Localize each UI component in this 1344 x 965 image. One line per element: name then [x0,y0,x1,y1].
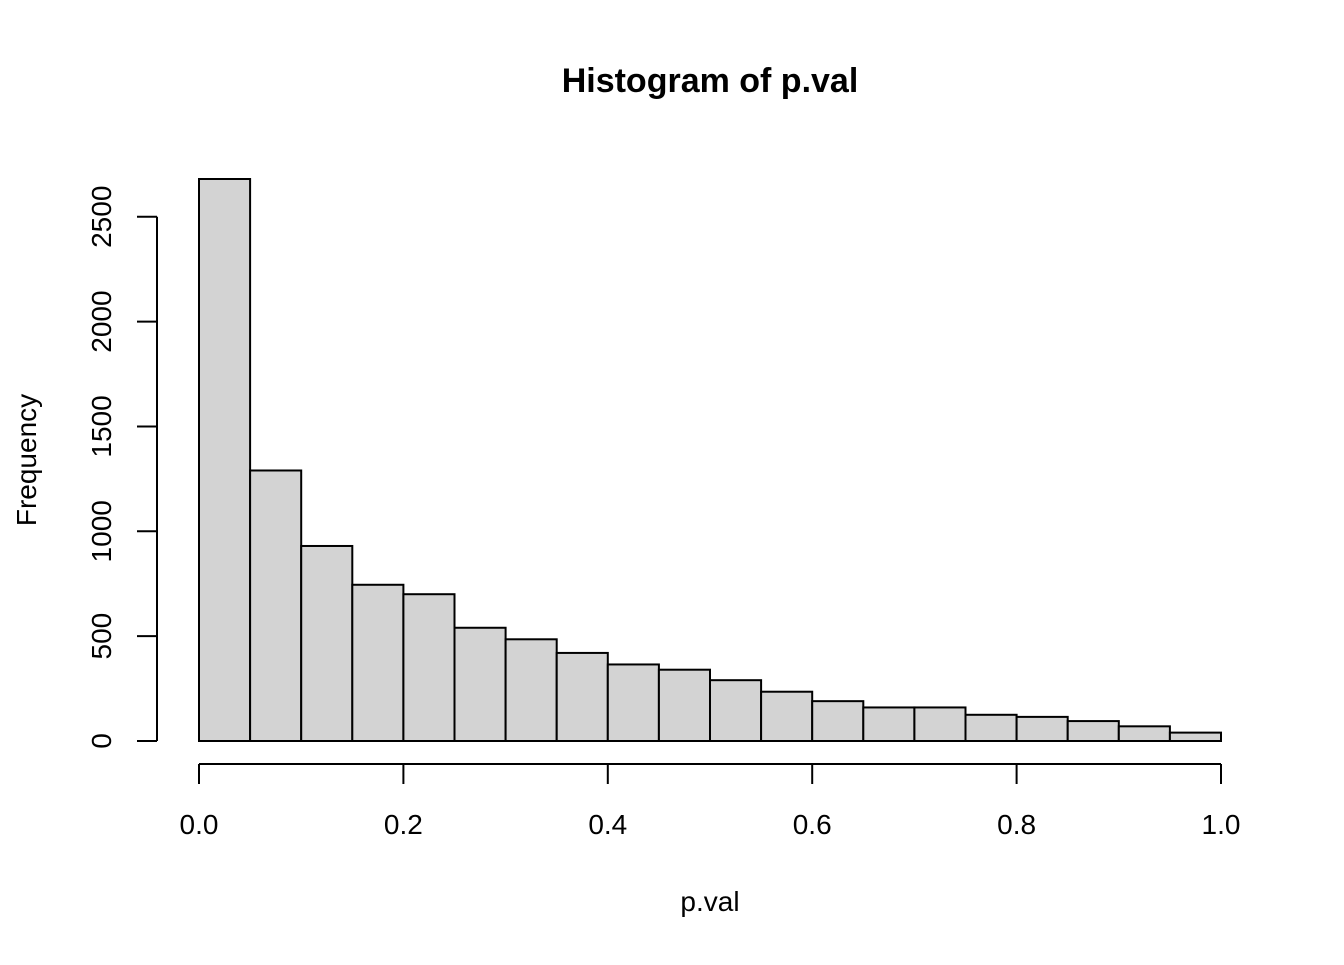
x-tick-label: 0.0 [180,809,219,840]
x-tick-label: 0.8 [997,809,1036,840]
histogram-bar [453,626,507,742]
histogram-bar [964,713,1018,742]
x-axis-label: p.val [680,886,739,917]
y-tick-label: 2500 [86,186,117,248]
histogram-bar [504,638,558,743]
histogram-bar [555,651,609,742]
histogram-bar [1066,720,1120,743]
histogram-bar [351,583,405,743]
histogram-bar [862,706,916,742]
histogram-bar [1117,725,1171,743]
y-tick-label: 0 [86,733,117,749]
histogram-bar [198,178,252,742]
histogram-bar [760,690,814,743]
x-axis: 0.0 0.2 0.4 0.6 0.8 1.0 [180,763,1241,840]
x-tick-label: 0.6 [793,809,832,840]
chart-title: Histogram of p.val [562,62,859,100]
histogram-bar [300,544,354,742]
y-axis: 0 500 1000 1500 2000 2500 [86,186,158,749]
x-tick-label: 0.2 [384,809,423,840]
bars-group [198,178,1223,743]
y-axis-label: Frequency [11,394,42,526]
x-tick-label: 1.0 [1202,809,1241,840]
histogram-bar [913,706,967,742]
histogram-bar [1168,731,1223,742]
histogram-bar [402,593,456,743]
x-tick-label: 0.4 [588,809,627,840]
histogram-bar [1015,715,1069,743]
y-tick-label: 500 [86,613,117,660]
histogram-bar [249,469,303,742]
histogram-bar [657,668,712,742]
histogram-bar [709,679,763,743]
y-tick-label: 1500 [86,395,117,457]
histogram-bar [811,700,865,743]
y-tick-label: 2000 [86,290,117,352]
histogram-bar [606,663,660,743]
y-tick-label: 1000 [86,500,117,562]
